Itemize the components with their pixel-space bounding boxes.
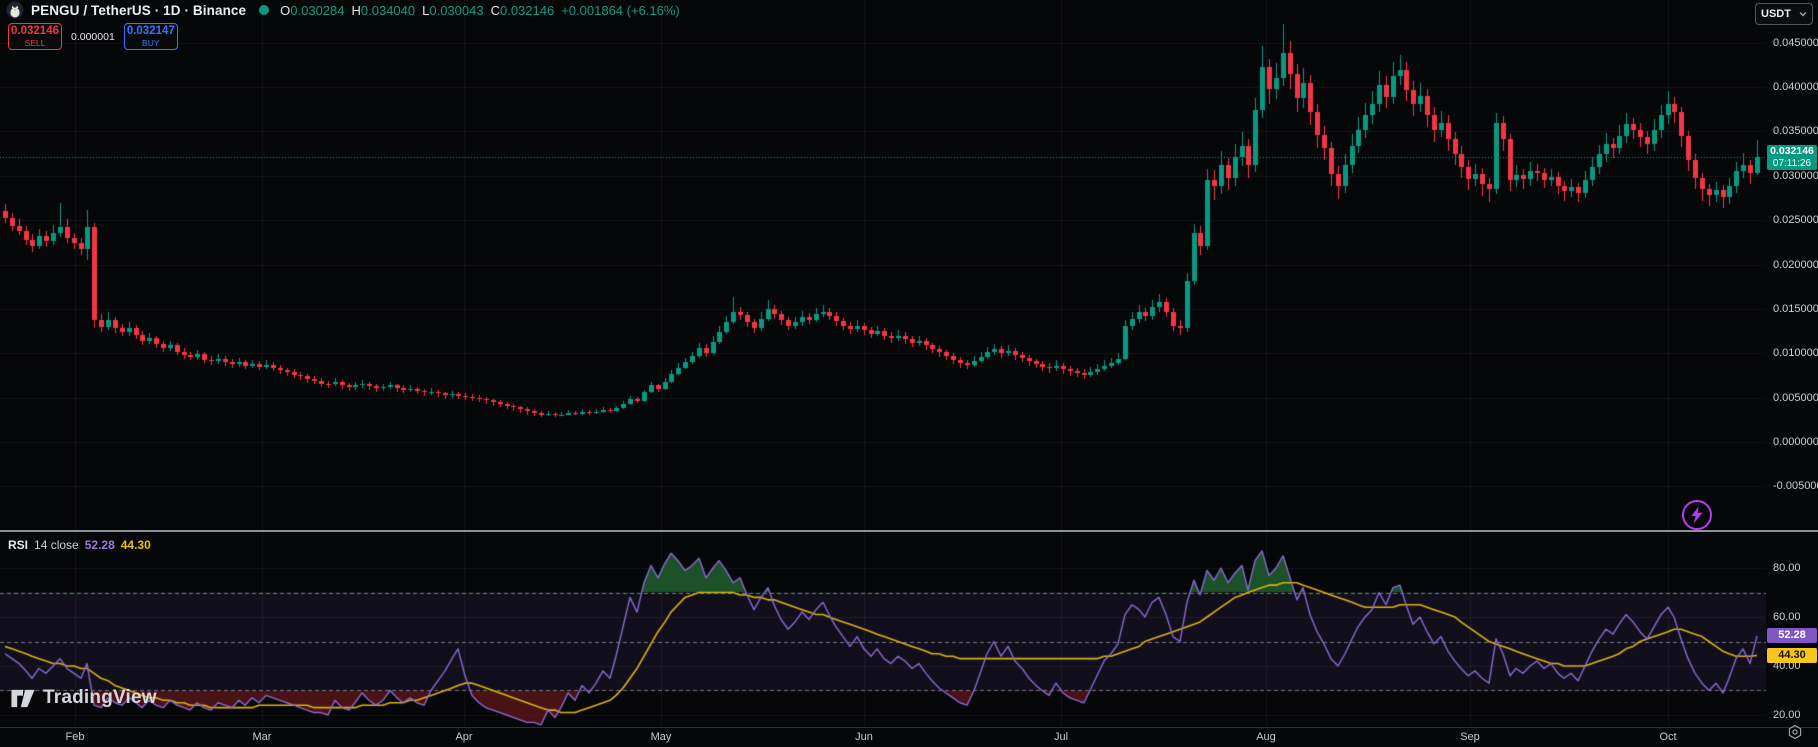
- price-axis-label: 0.005000: [1773, 392, 1818, 404]
- tradingview-logo[interactable]: TradingView: [10, 687, 157, 709]
- time-axis-month-label: Apr: [455, 731, 473, 743]
- rsi-legend-value: 52.28: [84, 538, 115, 552]
- price-axis-label: 0.000000: [1773, 436, 1818, 448]
- time-axis[interactable]: Feb Mar Apr May Jun Jul Aug Sep Oct: [0, 727, 1818, 747]
- price-axis[interactable]: 0.045000 0.040000 0.035000 0.030000 0.025000…: [1766, 0, 1818, 727]
- sell-button[interactable]: 0.032146 SELL: [8, 23, 62, 50]
- spread-value: 0.000001: [71, 30, 115, 43]
- rsi-axis-label: 60.00: [1773, 611, 1801, 623]
- quick-trade-lightning-button[interactable]: [1682, 500, 1712, 530]
- lightning-bolt-icon: [1691, 506, 1703, 524]
- rsi-legend-title: RSI: [8, 538, 29, 552]
- change-value: +0.001864 (+6.16%): [561, 2, 680, 18]
- high-value: 0.034040: [360, 2, 416, 18]
- rsi-axis-label: 40.00: [1773, 660, 1801, 672]
- rsi-indicator-legend[interactable]: RSI 14 close 52.28 44.30: [8, 538, 151, 552]
- tradingview-mark-icon: [11, 689, 35, 707]
- symbol-title[interactable]: PENGU / TetherUS · 1D · Binance: [31, 2, 247, 18]
- open-value: 0.030284: [290, 2, 345, 18]
- main-chart-canvas[interactable]: [0, 0, 1766, 530]
- time-axis-month-label: Oct: [1659, 731, 1677, 743]
- time-axis-month-label: Aug: [1256, 731, 1276, 743]
- time-axis-month-label: Sep: [1460, 731, 1480, 743]
- rsi-legend-params: 14 close: [34, 538, 79, 552]
- chevron-down-icon: [1799, 12, 1807, 17]
- time-axis-settings-icon[interactable]: [1784, 722, 1806, 742]
- time-axis-month-label: Feb: [65, 731, 85, 743]
- rsi-axis-label: 20.00: [1773, 709, 1801, 721]
- price-axis-label: 0.030000: [1773, 170, 1818, 182]
- pengu-coin-icon: [6, 1, 24, 19]
- trade-buttons: 0.032146 SELL 0.000001 0.032147 BUY: [8, 23, 178, 50]
- price-axis-label: 0.020000: [1773, 259, 1818, 271]
- price-axis-label: 0.015000: [1773, 303, 1818, 315]
- time-axis-month-label: Jul: [1053, 731, 1069, 743]
- rsi-ma-value-badge: 44.30: [1767, 648, 1817, 663]
- time-axis-month-label: May: [650, 731, 672, 743]
- last-price-badge: 0.032146 07:11:26: [1767, 145, 1817, 170]
- low-value: 0.030043: [429, 2, 484, 18]
- price-axis-label: -0.005000: [1773, 480, 1818, 492]
- close-value: 0.032146: [499, 2, 555, 18]
- currency-selector-button[interactable]: USDT: [1755, 3, 1813, 25]
- ohlc-values: O0.030284 H0.034040 L0.030043 C0.032146 …: [280, 2, 680, 18]
- tradingview-wordmark: TradingView: [43, 687, 157, 708]
- rsi-ma-legend-value: 44.30: [120, 538, 151, 552]
- time-axis-month-label: Mar: [252, 731, 272, 743]
- market-status-dot[interactable]: [259, 5, 270, 15]
- bar-countdown: 07:11:26: [1772, 157, 1812, 169]
- time-axis-month-label: Jun: [855, 731, 873, 743]
- price-axis-label: 0.040000: [1773, 81, 1818, 93]
- rsi-axis-label: 80.00: [1773, 562, 1801, 574]
- buy-button[interactable]: 0.032147 BUY: [123, 23, 178, 50]
- rsi-pane-canvas[interactable]: [0, 532, 1766, 727]
- rsi-value-badge: 52.28: [1767, 628, 1817, 643]
- pane-separator-handle[interactable]: [0, 530, 1818, 532]
- price-axis-label: 0.035000: [1773, 125, 1818, 137]
- price-axis-label: 0.010000: [1773, 347, 1818, 359]
- chart-header: PENGU / TetherUS · 1D · Binance O0.03028…: [6, 1, 680, 19]
- price-axis-label: 0.045000: [1773, 37, 1818, 49]
- price-axis-label: 0.025000: [1773, 214, 1818, 226]
